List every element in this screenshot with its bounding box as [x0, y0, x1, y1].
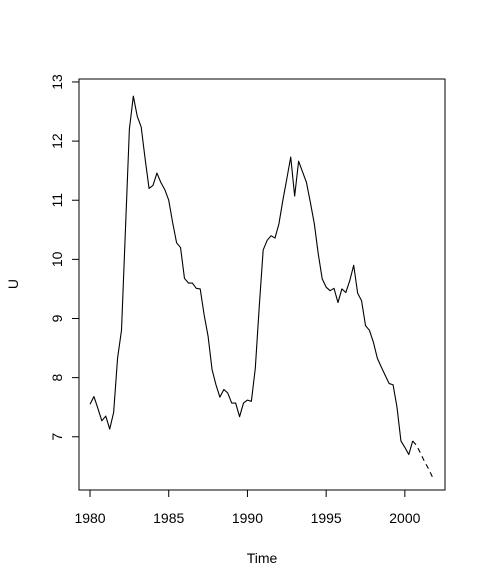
- y-tick-label: 12: [49, 133, 65, 149]
- plot-frame: [78, 78, 446, 491]
- x-axis: 1980 1985 1990 1995 2000: [74, 489, 421, 526]
- y-axis-title: U: [5, 279, 21, 289]
- y-tick-label: 8: [49, 374, 65, 382]
- y-tick-label: 13: [49, 74, 65, 90]
- y-axis: 7 8 9 10 11 12 13: [49, 74, 80, 441]
- plot-area: [89, 95, 433, 478]
- y-tick-label: 11: [49, 193, 65, 208]
- y-tick-label: 10: [49, 251, 65, 267]
- x-tick-label: 1985: [153, 510, 184, 526]
- x-tick-label: 2000: [389, 510, 420, 526]
- y-tick-label: 9: [49, 314, 65, 322]
- unemployment-series-line: [89, 95, 414, 456]
- x-tick-label: 1995: [311, 510, 342, 526]
- forecast-series-line: [412, 440, 433, 478]
- x-tick-label: 1990: [232, 510, 263, 526]
- y-tick-label: 7: [49, 433, 65, 441]
- x-axis-title: Time: [247, 550, 278, 566]
- x-tick-label: 1980: [74, 510, 105, 526]
